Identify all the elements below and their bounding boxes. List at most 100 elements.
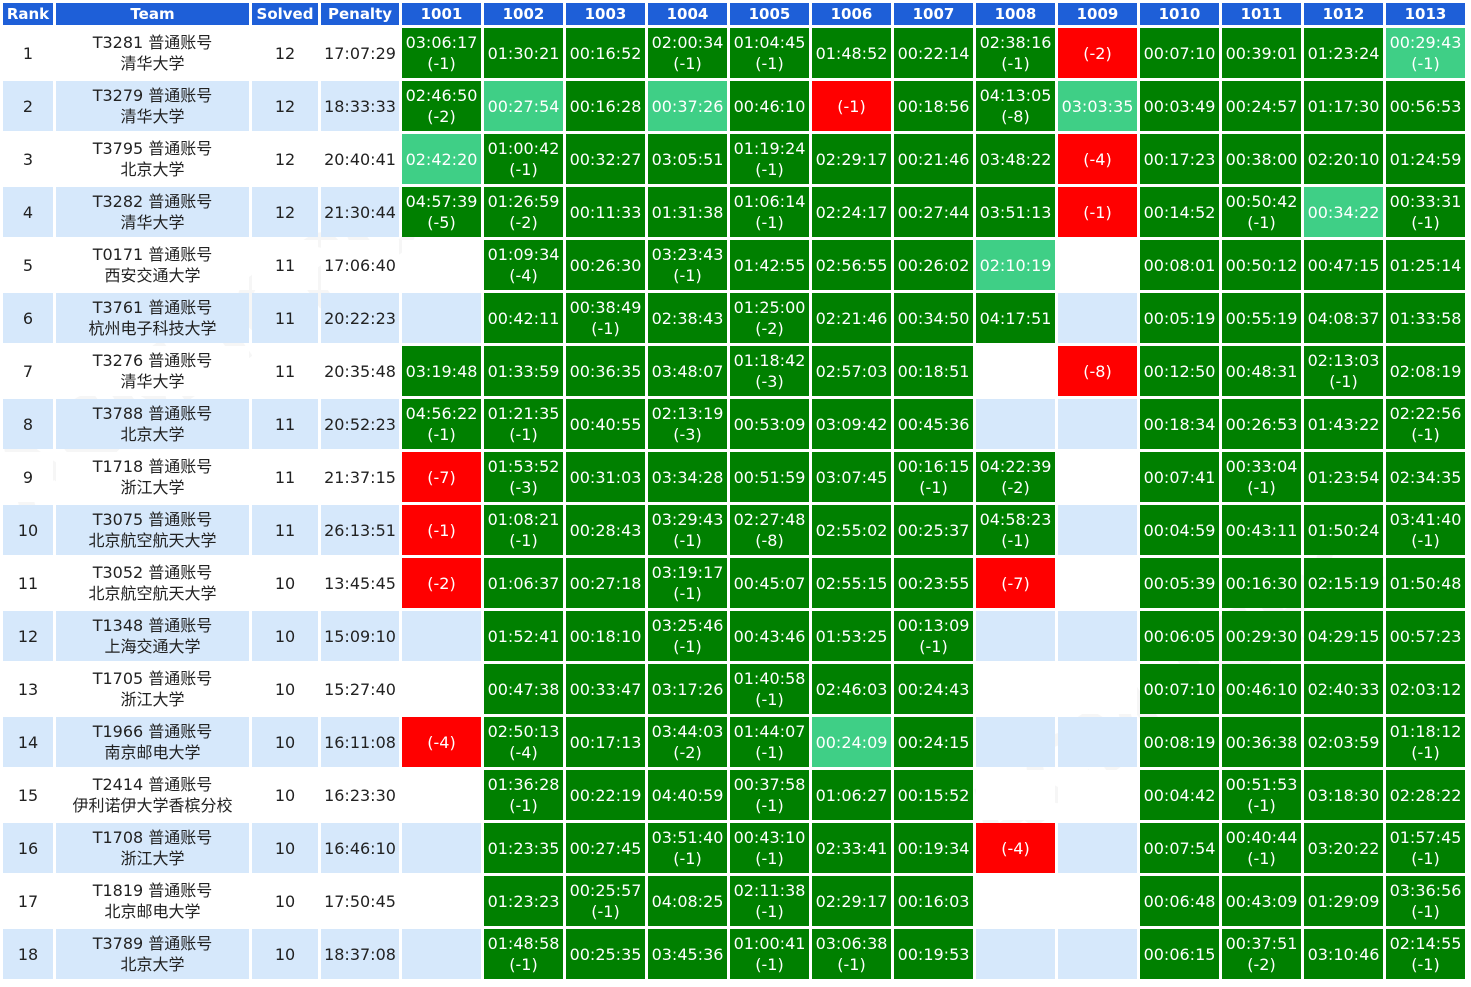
accept-time: 01:50:48 bbox=[1389, 573, 1462, 593]
team-cell[interactable]: T3276 普通账号 清华大学 bbox=[56, 346, 249, 396]
accept-time: 03:48:22 bbox=[979, 149, 1052, 169]
problem-cell-solved: 00:04:42 bbox=[1140, 770, 1219, 820]
problem-cell-solved: 00:43:10 (-1) bbox=[730, 823, 809, 873]
team-cell[interactable]: T1708 普通账号 浙江大学 bbox=[56, 823, 249, 873]
accept-time: 03:07:45 bbox=[815, 467, 888, 487]
wrong-attempts: (-1) bbox=[427, 54, 456, 73]
problem-header[interactable]: 1006 bbox=[812, 3, 891, 25]
accept-time: 01:31:38 bbox=[651, 202, 724, 222]
team-header[interactable]: Team bbox=[56, 3, 249, 25]
problem-cell-solved: 03:19:17 (-1) bbox=[648, 558, 727, 608]
problem-header[interactable]: 1009 bbox=[1058, 3, 1137, 25]
rank-cell: 2 bbox=[3, 81, 53, 131]
accept-time: 00:46:10 bbox=[733, 96, 806, 116]
problem-cell-solved: 00:42:11 bbox=[484, 293, 563, 343]
accept-time: 01:30:21 bbox=[487, 43, 560, 63]
accept-time: 01:53:52 bbox=[487, 457, 560, 476]
team-cell[interactable]: T3279 普通账号 清华大学 bbox=[56, 81, 249, 131]
problem-cell-solved: 00:21:46 bbox=[894, 134, 973, 184]
accept-time: 03:51:40 bbox=[651, 828, 724, 847]
team-cell[interactable]: T1819 普通账号 北京邮电大学 bbox=[56, 876, 249, 926]
accept-time: 01:25:00 bbox=[733, 298, 806, 317]
team-cell[interactable]: T3052 普通账号 北京航空航天大学 bbox=[56, 558, 249, 608]
problem-header[interactable]: 1013 bbox=[1386, 3, 1465, 25]
problem-cell-solved: 00:16:30 bbox=[1222, 558, 1301, 608]
accept-time: 02:27:48 bbox=[733, 510, 806, 529]
problem-cell-solved: 00:36:38 bbox=[1222, 717, 1301, 767]
problem-header[interactable]: 1010 bbox=[1140, 3, 1219, 25]
accept-time: 01:23:24 bbox=[1307, 43, 1380, 63]
team-account-name: T3788 普通账号 bbox=[92, 404, 213, 423]
problem-header[interactable]: 1008 bbox=[976, 3, 1055, 25]
team-cell[interactable]: T3788 普通账号 北京大学 bbox=[56, 399, 249, 449]
team-cell[interactable]: T3789 普通账号 北京大学 bbox=[56, 929, 249, 979]
problem-cell-solved: 03:07:45 bbox=[812, 452, 891, 502]
problem-header[interactable]: 1005 bbox=[730, 3, 809, 25]
problem-cell-solved: 02:14:55 (-1) bbox=[1386, 929, 1465, 979]
problem-header[interactable]: 1012 bbox=[1304, 3, 1383, 25]
problem-header[interactable]: 1001 bbox=[402, 3, 481, 25]
rank-header[interactable]: Rank bbox=[3, 3, 53, 25]
problem-cell-solved: 04:58:23 (-1) bbox=[976, 505, 1055, 555]
wrong-attempts: (-7) bbox=[427, 467, 456, 487]
penalty-time: 18:37:08 bbox=[321, 929, 399, 979]
team-cell[interactable]: T3282 普通账号 清华大学 bbox=[56, 187, 249, 237]
wrong-attempts: (-1) bbox=[673, 266, 702, 285]
solved-count: 12 bbox=[252, 81, 318, 131]
team-cell[interactable]: T2414 普通账号 伊利诺伊大学香槟分校 bbox=[56, 770, 249, 820]
problem-cell-failed: (-1) bbox=[1058, 187, 1137, 237]
team-cell[interactable]: T3281 普通账号 清华大学 bbox=[56, 28, 249, 78]
accept-time: 01:50:24 bbox=[1307, 520, 1380, 540]
team-cell[interactable]: T1718 普通账号 浙江大学 bbox=[56, 452, 249, 502]
team-cell[interactable]: T3075 普通账号 北京航空航天大学 bbox=[56, 505, 249, 555]
penalty-header[interactable]: Penalty bbox=[321, 3, 399, 25]
team-cell[interactable]: T1705 普通账号 浙江大学 bbox=[56, 664, 249, 714]
accept-time: 01:04:45 bbox=[733, 33, 806, 52]
problem-cell-empty bbox=[1058, 558, 1137, 608]
rank-cell: 17 bbox=[3, 876, 53, 926]
problem-cell-first: 02:42:20 bbox=[402, 134, 481, 184]
problem-header[interactable]: 1007 bbox=[894, 3, 973, 25]
problem-cell-solved: 02:11:38 (-1) bbox=[730, 876, 809, 926]
solved-header[interactable]: Solved bbox=[252, 3, 318, 25]
accept-time: 02:29:17 bbox=[815, 891, 888, 911]
accept-time: 00:07:54 bbox=[1143, 838, 1216, 858]
team-row: 16 T1708 普通账号 浙江大学 10 16:46:10 01:23:35 00:27:… bbox=[3, 823, 1465, 873]
wrong-attempts: (-3) bbox=[509, 478, 538, 497]
problem-cell-solved: 00:38:00 bbox=[1222, 134, 1301, 184]
problem-header[interactable]: 1002 bbox=[484, 3, 563, 25]
solved-count: 10 bbox=[252, 823, 318, 873]
problem-cell-solved: 03:19:48 bbox=[402, 346, 481, 396]
rank-cell: 10 bbox=[3, 505, 53, 555]
team-row: 13 T1705 普通账号 浙江大学 10 15:27:40 00:47:38 00:33:… bbox=[3, 664, 1465, 714]
accept-time: 00:29:30 bbox=[1225, 626, 1298, 646]
problem-cell-solved: 00:12:50 bbox=[1140, 346, 1219, 396]
team-account-name: T3282 普通账号 bbox=[92, 192, 213, 211]
accept-time: 02:50:13 bbox=[487, 722, 560, 741]
team-cell[interactable]: T1348 普通账号 上海交通大学 bbox=[56, 611, 249, 661]
rank-cell: 11 bbox=[3, 558, 53, 608]
problem-cell-solved: 01:17:30 bbox=[1304, 81, 1383, 131]
problem-cell-solved: 00:33:04 (-1) bbox=[1222, 452, 1301, 502]
team-cell[interactable]: T1966 普通账号 南京邮电大学 bbox=[56, 717, 249, 767]
accept-time: 01:24:59 bbox=[1389, 149, 1462, 169]
team-cell[interactable]: T0171 普通账号 西安交通大学 bbox=[56, 240, 249, 290]
problem-header[interactable]: 1003 bbox=[566, 3, 645, 25]
team-cell[interactable]: T3761 普通账号 杭州电子科技大学 bbox=[56, 293, 249, 343]
team-school: 浙江大学 bbox=[120, 690, 185, 709]
problem-cell-solved: 00:37:51 (-2) bbox=[1222, 929, 1301, 979]
problem-cell-solved: 00:32:27 bbox=[566, 134, 645, 184]
accept-time: 00:37:58 bbox=[733, 775, 806, 794]
accept-time: 02:08:19 bbox=[1389, 361, 1462, 381]
problem-header[interactable]: 1004 bbox=[648, 3, 727, 25]
team-row: 9 T1718 普通账号 浙江大学 11 21:37:15 (-7) 01:53:52 (-3… bbox=[3, 452, 1465, 502]
problem-cell-first: 00:24:09 bbox=[812, 717, 891, 767]
accept-time: 03:48:07 bbox=[651, 361, 724, 381]
wrong-attempts: (-4) bbox=[427, 732, 456, 752]
problem-cell-solved: 01:25:14 bbox=[1386, 240, 1465, 290]
problem-header[interactable]: 1011 bbox=[1222, 3, 1301, 25]
accept-time: 00:03:49 bbox=[1143, 96, 1216, 116]
team-school: 伊利诺伊大学香槟分校 bbox=[72, 796, 233, 815]
accept-time: 00:11:33 bbox=[569, 202, 642, 222]
team-cell[interactable]: T3795 普通账号 北京大学 bbox=[56, 134, 249, 184]
